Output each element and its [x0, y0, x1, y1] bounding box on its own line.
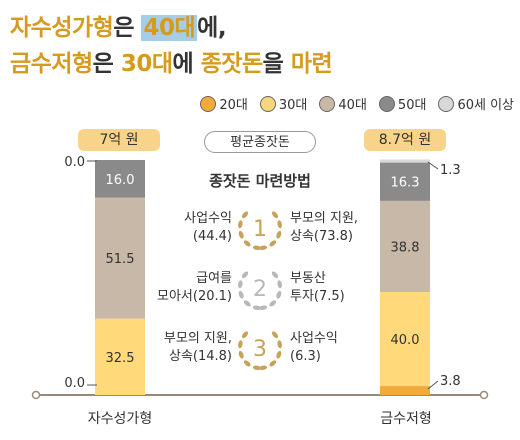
method-heading: 종잣돈 마련방법 — [209, 172, 311, 190]
laurel-leaf-0 — [271, 211, 279, 219]
laurel-leaf-1 — [238, 290, 244, 299]
laurel-leaf-0 — [238, 230, 244, 239]
laurel-leaf-2 — [269, 360, 277, 367]
laurel-leaf-0 — [259, 245, 268, 251]
laurel-leaf-2 — [238, 350, 244, 359]
title-line-1: 자수성가형은 40대에, — [10, 15, 227, 41]
face-50s-icon — [378, 95, 395, 112]
bar-segment-0-2 — [95, 197, 145, 319]
laurel-leaf-2 — [241, 331, 249, 339]
laurel-leaf-0 — [241, 211, 249, 219]
laurel-leaf-1 — [243, 300, 251, 307]
laurel-leaf-1 — [276, 290, 282, 299]
category-label-self-made: 자수성가형 — [87, 411, 153, 427]
laurel-leaf-1 — [277, 280, 282, 289]
laurel-leaf-2 — [277, 340, 282, 349]
bar-segment-1-4 — [380, 159, 430, 163]
total-label-inherited: 8.7억 원 — [364, 129, 446, 151]
data-label-0-1: 32.5 — [106, 351, 135, 366]
bar-segment-1-1 — [380, 292, 430, 387]
rank-3-right-text: 사업수익 (6.3) — [290, 331, 338, 364]
leader-right-top — [427, 161, 439, 170]
data-label-1-2: 38.8 — [391, 240, 420, 255]
legend-item-60s: 60세 이상 — [438, 94, 514, 113]
data-label-right-bottom: 3.8 — [440, 374, 461, 389]
rank-1-left-text: 사업수익 (44.4) — [184, 211, 232, 244]
laurel-leaf-1 — [241, 271, 249, 279]
laurel-leaf-0 — [243, 240, 251, 247]
data-label-right-top: 1.3 — [440, 163, 461, 178]
laurel-leaf-2 — [271, 331, 279, 339]
laurel-leaf-1 — [259, 305, 268, 311]
average-seed-money-badge: 평균종잣돈 — [204, 131, 316, 153]
laurel-leaf-0 — [276, 230, 282, 239]
rank-3-number: 3 — [253, 337, 267, 362]
legend-item-50s: 50대 — [378, 94, 426, 113]
data-label-left-bottom: 0.0 — [64, 376, 85, 391]
laurel-leaf-2 — [243, 360, 251, 367]
bar-segment-0-3 — [95, 160, 145, 198]
legend: 20대 30대 40대 50대 60세 이상 — [200, 94, 514, 113]
legend-item-40s: 40대 — [319, 94, 367, 113]
laurel-leaf-0 — [277, 220, 282, 229]
data-label-left-top: 0.0 — [64, 155, 85, 170]
bar-segment-0-1 — [95, 318, 145, 395]
rank-2-right-text: 부동산 투자(7.5) — [290, 271, 345, 304]
axis-end-right — [479, 390, 489, 400]
rank-3-left-text: 부모의 지원, 상속(14.8) — [163, 331, 232, 364]
leader-right-bottom — [427, 380, 439, 390]
legend-item-30s: 30대 — [259, 94, 307, 113]
laurel-leaf-0 — [269, 240, 277, 247]
total-label-self-made: 7억 원 — [78, 129, 160, 151]
bar-segment-1-2 — [380, 200, 430, 293]
bar-segment-1-3 — [380, 162, 430, 201]
rank-1-right-text: 부모의 지원, 상속(73.8) — [290, 211, 359, 244]
rank-1-number: 1 — [253, 217, 267, 242]
bar-segment-1-0 — [380, 386, 430, 395]
rank-2-left-text: 급여를 모아서(20.1) — [157, 271, 232, 304]
laurel-leaf-2 — [252, 365, 261, 371]
laurel-leaf-2 — [259, 365, 268, 371]
face-20s-icon — [200, 95, 217, 112]
legend-item-20s: 20대 — [200, 94, 248, 113]
laurel-leaf-1 — [238, 280, 243, 289]
face-60s-icon — [438, 95, 455, 112]
face-40s-icon — [319, 95, 336, 112]
laurel-leaf-1 — [252, 305, 261, 311]
laurel-leaf-2 — [276, 350, 282, 359]
data-label-1-1: 40.0 — [391, 333, 420, 348]
data-label-1-3: 16.3 — [391, 176, 420, 191]
axis-end-left — [31, 390, 41, 400]
category-label-inherited: 금수저형 — [380, 411, 432, 427]
title-line-2: 금수저형은 30대에 종잣돈을 마련 — [10, 51, 333, 77]
face-30s-icon — [259, 95, 276, 112]
laurel-leaf-2 — [238, 340, 243, 349]
data-label-0-2: 51.5 — [106, 252, 135, 267]
data-label-0-3: 16.0 — [106, 173, 135, 188]
laurel-leaf-1 — [271, 271, 279, 279]
rank-2-number: 2 — [253, 277, 267, 302]
laurel-leaf-0 — [238, 220, 243, 229]
laurel-leaf-0 — [252, 245, 261, 251]
laurel-leaf-1 — [269, 300, 277, 307]
